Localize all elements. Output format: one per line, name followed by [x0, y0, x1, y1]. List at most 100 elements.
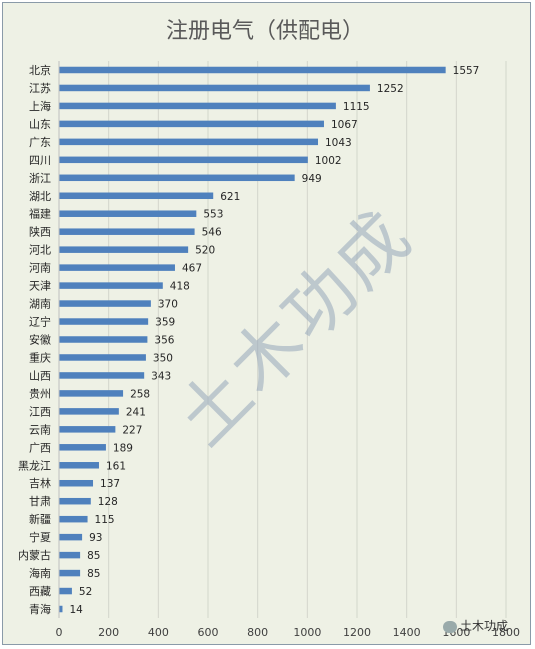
bar	[59, 318, 149, 325]
bar	[59, 300, 151, 307]
bar	[59, 390, 124, 397]
data-label: 85	[87, 568, 100, 580]
bar	[59, 84, 370, 92]
x-tick-label: 800	[247, 626, 268, 639]
wechat-icon	[443, 620, 457, 633]
bar	[59, 354, 146, 361]
data-label: 553	[203, 209, 223, 221]
bar	[59, 102, 336, 110]
data-label: 621	[220, 191, 240, 203]
category-label: 重庆	[29, 350, 51, 364]
data-label: 1067	[331, 119, 358, 131]
data-label: 189	[113, 442, 133, 454]
category-label: 宁夏	[29, 530, 51, 544]
category-label: 陕西	[29, 225, 51, 239]
category-label: 黑龙江	[18, 459, 51, 472]
bar	[59, 533, 83, 541]
wechat-badge: 土木功成	[443, 617, 508, 634]
data-label: 137	[100, 478, 120, 490]
data-label: 52	[79, 586, 92, 598]
badge-label: 土木功成	[460, 619, 509, 633]
data-label: 1252	[377, 83, 404, 95]
bar	[59, 444, 106, 451]
data-label: 1557	[453, 65, 480, 77]
bar	[59, 408, 119, 415]
data-label: 227	[122, 424, 142, 436]
category-label: 海南	[29, 566, 51, 580]
bar	[59, 210, 197, 217]
data-label: 1002	[315, 155, 342, 167]
category-label: 江苏	[29, 82, 51, 95]
data-label: 418	[170, 281, 190, 293]
x-tick-label: 1400	[393, 626, 421, 639]
data-label: 85	[87, 550, 100, 562]
bar	[59, 66, 446, 74]
category-label: 上海	[29, 99, 51, 113]
category-label: 内蒙古	[18, 548, 51, 562]
data-label: 241	[126, 406, 146, 418]
data-label: 1115	[343, 101, 370, 113]
bar	[59, 515, 88, 523]
x-tick-label: 400	[148, 626, 169, 639]
bar	[59, 282, 163, 289]
bar	[59, 264, 175, 271]
category-label: 西藏	[29, 585, 51, 598]
bar	[59, 192, 214, 200]
category-label: 河北	[29, 244, 51, 257]
x-tick-label: 1000	[293, 626, 321, 639]
category-label: 河南	[29, 262, 51, 275]
data-label: 115	[95, 514, 115, 526]
category-label: 广西	[29, 441, 51, 454]
bar	[59, 587, 72, 595]
chart-title: 注册电气（供配电）	[166, 19, 364, 44]
category-label: 福建	[29, 207, 51, 221]
category-label: 甘肃	[29, 495, 51, 508]
category-label: 北京	[29, 63, 51, 77]
data-label: 359	[155, 317, 175, 329]
bar	[59, 246, 189, 253]
category-label: 山东	[29, 118, 51, 131]
data-label: 161	[106, 460, 126, 472]
bar-chart: 注册电气（供配电）0 200 400 600 800 1000 1200 1400 1600 18…	[18, 19, 520, 639]
category-label: 贵州	[29, 387, 51, 400]
x-tick-label: 0	[56, 626, 63, 639]
x-tick-label: 1800	[492, 626, 520, 639]
bar	[59, 228, 195, 235]
x-tick-label: 600	[198, 626, 219, 639]
bar	[59, 120, 324, 128]
chart-frame: 注册电气（供配电） 0 200 400 600 800 1000 1200 1400 1600 18…	[2, 2, 531, 645]
category-label: 吉林	[29, 476, 51, 490]
data-label: 128	[98, 496, 118, 508]
category-label: 四川	[29, 154, 51, 167]
category-label: 青海	[29, 602, 51, 616]
category-label: 安徽	[29, 333, 51, 347]
bar	[59, 479, 94, 487]
data-label: 467	[182, 263, 202, 275]
category-label: 山西	[29, 369, 51, 382]
data-label: 356	[154, 335, 174, 347]
category-label: 新疆	[29, 512, 51, 526]
data-label: 350	[153, 352, 173, 364]
bar	[59, 551, 81, 559]
x-tick-label: 1200	[343, 626, 371, 639]
bar	[59, 569, 81, 577]
category-label: 湖南	[29, 298, 51, 311]
data-label: 949	[302, 173, 322, 185]
bar	[59, 462, 99, 469]
data-label: 546	[202, 227, 222, 239]
data-label: 370	[158, 299, 178, 311]
bar	[59, 497, 91, 505]
data-label: 520	[195, 245, 215, 257]
category-label: 辽宁	[29, 315, 51, 329]
data-label: 93	[89, 532, 102, 544]
bar	[59, 372, 145, 379]
bar	[59, 336, 148, 343]
data-label: 343	[151, 370, 171, 382]
bar	[59, 426, 116, 433]
category-label: 云南	[29, 423, 51, 436]
category-label: 湖北	[29, 190, 51, 203]
x-tick-label: 200	[98, 626, 119, 639]
data-label: 14	[69, 604, 83, 616]
category-label: 浙江	[29, 172, 51, 185]
category-label: 广东	[29, 136, 51, 149]
